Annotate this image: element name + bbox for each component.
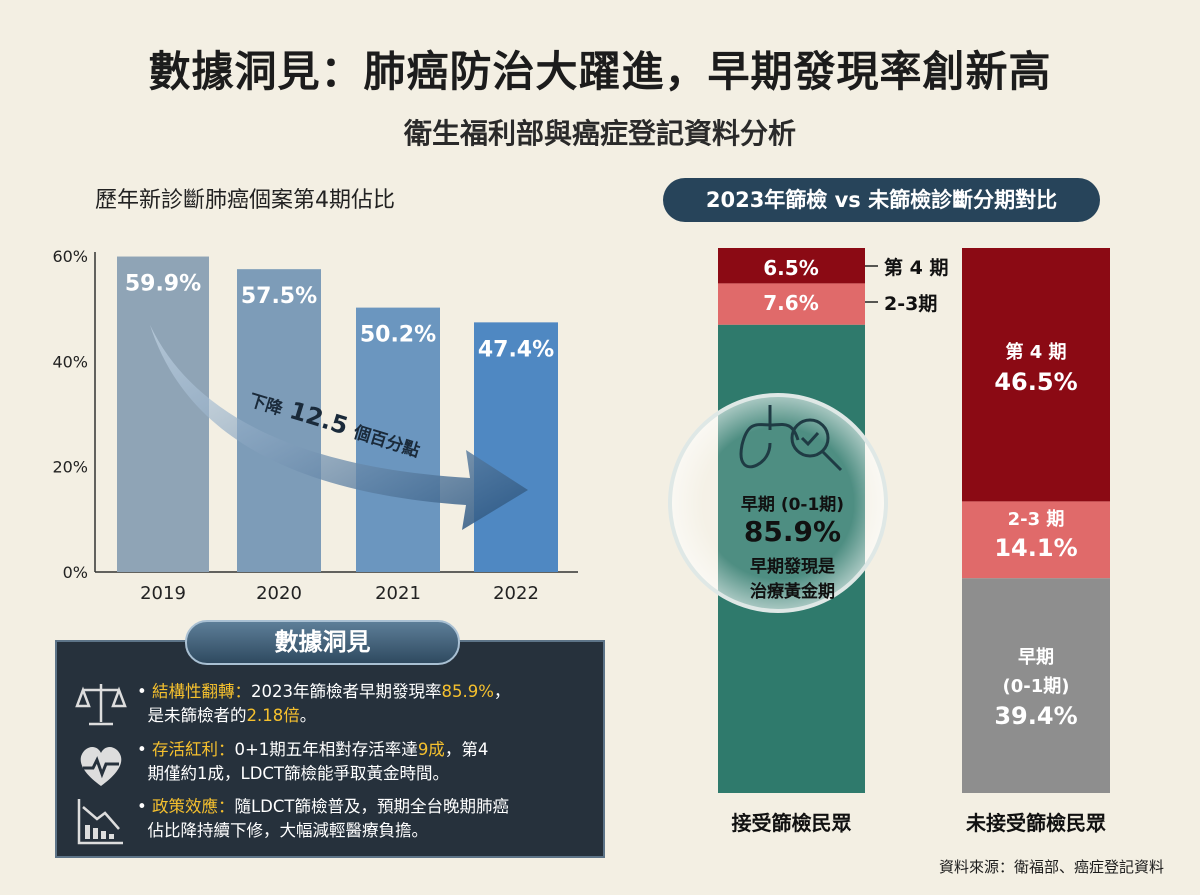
page-title: 數據洞見：肺癌防治大躍進，早期發現率創新高	[148, 47, 1052, 96]
insight-item-structural: • 結構性翻轉：2023年篩檢者早期發現率85.9%， 是未篩檢者的2.18倍。	[137, 682, 511, 725]
unscreened-stage4-value: 46.5%	[994, 368, 1077, 396]
bar-value-label: 57.5%	[241, 284, 317, 309]
insight-title: 數據洞見	[185, 620, 460, 665]
unscreened-stage4-title: 第 4 期	[1005, 341, 1066, 363]
heart-pulse-icon	[80, 746, 122, 786]
y-tick-label: 40%	[52, 352, 88, 371]
stack-segment-0-0	[718, 248, 865, 284]
declining-chart-icon	[77, 799, 123, 845]
unscreened-early-title-2: (0-1期)	[1003, 676, 1070, 697]
category-label: 接受篩檢民眾	[732, 811, 852, 835]
source-note: 資料來源：衛福部、癌症登記資料	[938, 858, 1164, 876]
legend-stage23: 2-3期	[884, 293, 937, 315]
insight-panel	[55, 640, 605, 858]
stack-segment-0-1	[962, 248, 1110, 502]
bar-2022	[474, 322, 558, 572]
right-chart-title: 2023年篩檢 vs 未篩檢診斷分期對比	[663, 178, 1100, 222]
y-tick-label: 20%	[52, 458, 88, 477]
screened-early-title: 早期 (0-1期)	[740, 495, 845, 515]
bar-2021	[356, 307, 440, 572]
screened-stage4-value: 6.5%	[763, 256, 818, 280]
x-tick-label: 2020	[256, 583, 302, 604]
y-tick-label: 0%	[63, 563, 88, 582]
decline-arrow	[150, 325, 528, 530]
screened-stage23-value: 7.6%	[763, 291, 818, 315]
stack-segment-1-1	[962, 501, 1110, 579]
screened-note-1: 早期發現是	[750, 557, 835, 577]
insight-item-survival: • 存活紅利：0+1期五年相對存活率達9成，第4 期僅約1成，LDCT篩檢能爭取…	[137, 740, 489, 783]
bar-value-label: 59.9%	[125, 272, 201, 297]
category-label: 未接受篩檢民眾	[966, 811, 1106, 835]
screened-early-value: 85.9%	[743, 515, 842, 548]
page-subtitle: 衛生福利部與癌症登記資料分析	[403, 117, 796, 150]
left-chart-axes: 0% 20% 40% 60%	[52, 247, 578, 582]
bar-value-label: 50.2%	[360, 323, 436, 348]
screened-note-2: 治療黃金期	[750, 582, 835, 602]
x-tick-label: 2021	[375, 583, 421, 604]
bar-2020	[237, 269, 321, 572]
bar-value-label: 47.4%	[478, 337, 554, 362]
lung-search-icon	[739, 405, 843, 472]
x-tick-label: 2022	[493, 583, 539, 604]
y-tick-label: 60%	[52, 247, 88, 266]
legend-stage4: 第 4 期	[884, 256, 948, 279]
bar-2019	[117, 256, 209, 572]
unscreened-stage23-title: 2-3 期	[1008, 509, 1065, 530]
stack-segment-2-1	[962, 578, 1110, 793]
left-chart-title: 歷年新診斷肺癌個案第4期佔比	[95, 188, 395, 213]
scale-icon	[75, 684, 127, 726]
insight-item-policy: • 政策效應：隨LDCT篩檢普及，預期全台晚期肺癌 佔比降持續下修，大幅減輕醫療…	[137, 797, 509, 840]
x-tick-label: 2019	[140, 583, 186, 604]
magnifier-lens	[668, 393, 888, 613]
unscreened-early-title: 早期	[1018, 647, 1054, 668]
unscreened-stage23-value: 14.1%	[994, 534, 1077, 562]
unscreened-early-value: 39.4%	[994, 702, 1077, 730]
stack-segment-1-0	[718, 283, 865, 325]
